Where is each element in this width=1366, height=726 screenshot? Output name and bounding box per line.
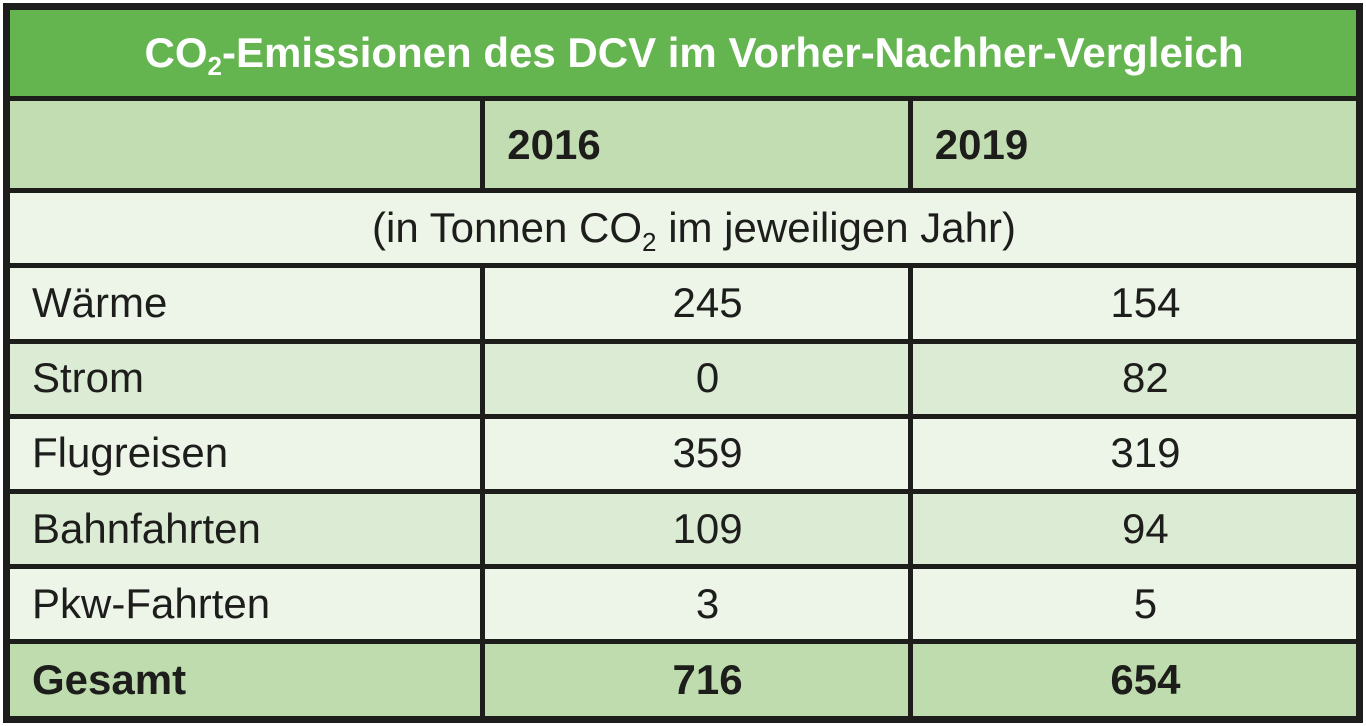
year-header-row: 2016 2019 — [3, 96, 1363, 194]
unit-note: (in Tonnen CO2 im jeweiligen Jahr) — [4, 188, 1362, 269]
title-row: CO2-Emissionen des DCV im Vorher-Nachher… — [4, 3, 1362, 102]
row-label: Gesamt — [3, 638, 486, 723]
unit-subscript: 2 — [642, 226, 657, 257]
table-row-flugreisen: Flugreisen 359 319 — [3, 413, 1363, 494]
value-2016: 359 — [480, 413, 913, 494]
value-2016: 245 — [480, 263, 913, 344]
row-label: Wärme — [3, 263, 486, 344]
value-2019: 654 — [907, 638, 1363, 723]
unit-text-prefix: (in Tonnen CO — [372, 204, 643, 252]
row-label: Pkw-Fahrten — [3, 563, 486, 644]
empty-header-cell — [3, 96, 486, 194]
title-text-prefix: CO — [144, 29, 208, 76]
value-2016: 3 — [480, 563, 913, 644]
title-subscript: 2 — [207, 51, 222, 82]
title-text-suffix: -Emissionen des DCV im Vorher-Nachher-Ve… — [221, 29, 1244, 76]
value-2019: 154 — [907, 263, 1363, 344]
row-label: Bahnfahrten — [3, 488, 486, 569]
table-title: CO2-Emissionen des DCV im Vorher-Nachher… — [4, 3, 1362, 102]
table-row-waerme: Wärme 245 154 — [3, 263, 1363, 344]
table-row-pkw-fahrten: Pkw-Fahrten 3 5 — [3, 563, 1363, 644]
value-2019: 5 — [907, 563, 1363, 644]
unit-text-suffix: im jeweiligen Jahr) — [656, 204, 1016, 252]
value-2019: 319 — [907, 413, 1363, 494]
column-header-2016: 2016 — [480, 96, 913, 194]
table-row-gesamt: Gesamt 716 654 — [3, 638, 1363, 723]
value-2016: 0 — [480, 338, 913, 419]
table-row-bahnfahrten: Bahnfahrten 109 94 — [3, 488, 1363, 569]
value-2016: 716 — [480, 638, 913, 723]
value-2019: 82 — [907, 338, 1363, 419]
value-2016: 109 — [480, 488, 913, 569]
row-label: Strom — [3, 338, 486, 419]
unit-row: (in Tonnen CO2 im jeweiligen Jahr) — [4, 188, 1362, 269]
column-header-2019: 2019 — [907, 96, 1363, 194]
co2-emissions-table: CO2-Emissionen des DCV im Vorher-Nachher… — [3, 3, 1363, 723]
row-label: Flugreisen — [3, 413, 486, 494]
value-2019: 94 — [907, 488, 1363, 569]
table-row-strom: Strom 0 82 — [3, 338, 1363, 419]
